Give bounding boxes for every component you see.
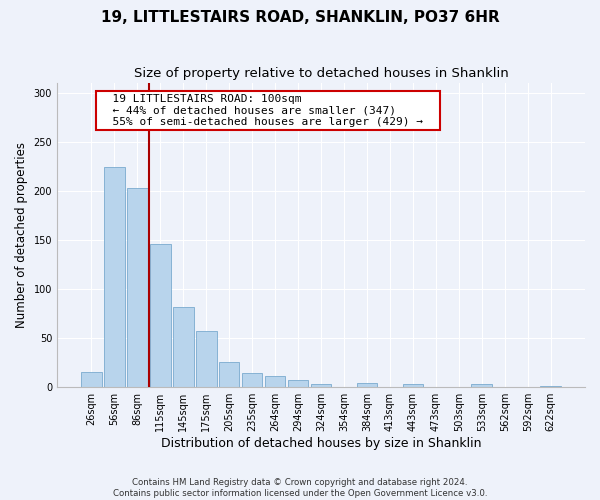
Bar	[173, 307, 194, 387]
Bar	[356, 384, 377, 387]
Text: Contains HM Land Registry data © Crown copyright and database right 2024.
Contai: Contains HM Land Registry data © Crown c…	[113, 478, 487, 498]
Bar	[104, 168, 125, 387]
Bar	[242, 374, 262, 387]
Bar	[150, 244, 170, 387]
X-axis label: Distribution of detached houses by size in Shanklin: Distribution of detached houses by size …	[161, 437, 481, 450]
Bar	[81, 372, 102, 387]
Bar	[196, 332, 217, 387]
Text: 19, LITTLESTAIRS ROAD, SHANKLIN, PO37 6HR: 19, LITTLESTAIRS ROAD, SHANKLIN, PO37 6H…	[101, 10, 499, 25]
Bar	[127, 188, 148, 387]
Y-axis label: Number of detached properties: Number of detached properties	[15, 142, 28, 328]
Bar	[219, 362, 239, 387]
Bar	[403, 384, 423, 387]
Bar	[288, 380, 308, 387]
Text: 19 LITTLESTAIRS ROAD: 100sqm
  ← 44% of detached houses are smaller (347)
  55% : 19 LITTLESTAIRS ROAD: 100sqm ← 44% of de…	[100, 94, 437, 127]
Bar	[472, 384, 492, 387]
Bar	[541, 386, 561, 387]
Bar	[311, 384, 331, 387]
Title: Size of property relative to detached houses in Shanklin: Size of property relative to detached ho…	[134, 68, 508, 80]
Bar	[265, 376, 286, 387]
